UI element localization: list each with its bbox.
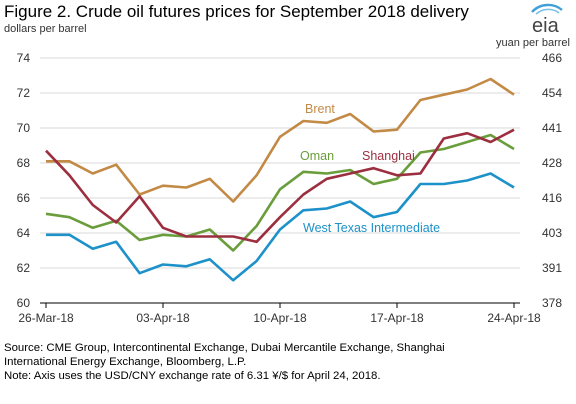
series-label: Brent	[305, 102, 335, 116]
x-tick-label: 17-Apr-18	[370, 311, 424, 325]
right-tick-label: 416	[542, 191, 562, 205]
right-tick-label: 466	[542, 51, 562, 65]
series-lines	[45, 77, 515, 282]
left-tick-label: 60	[17, 296, 31, 310]
left-tick-label: 62	[17, 261, 31, 275]
right-tick-label: 403	[542, 226, 562, 240]
right-axis-ticks: 378 391 403 416 428 441 454 466	[542, 51, 562, 310]
left-axis-unit: dollars per barrel	[4, 23, 87, 35]
x-tick-label: 24-Apr-18	[487, 311, 541, 325]
right-axis-unit: yuan per barrel	[496, 37, 570, 49]
right-tick-label: 391	[542, 261, 562, 275]
left-tick-label: 68	[17, 156, 31, 170]
left-tick-label: 70	[17, 121, 31, 135]
source-line-1: Source: CME Group, Intercontinental Exch…	[4, 342, 445, 354]
right-tick-label: 441	[542, 121, 562, 135]
x-tick-label: 26-Mar-18	[18, 311, 74, 325]
eia-logo-icon: eia	[531, 3, 563, 37]
left-axis-ticks: 60 62 64 66 68 70 72 74	[17, 51, 31, 310]
line-chart: 60 62 64 66 68 70 72 74 378 391 403 416 428 441 454 46…	[17, 51, 563, 325]
right-tick-label: 378	[542, 296, 562, 310]
right-tick-label: 428	[542, 156, 562, 170]
series-label: Oman	[300, 149, 334, 163]
footnotes: Source: CME Group, Intercontinental Exch…	[4, 341, 572, 383]
left-tick-label: 66	[17, 191, 31, 205]
series-labels: Brent Oman Shanghai West Texas Intermediate	[300, 102, 440, 235]
left-tick-label: 64	[17, 226, 31, 240]
x-tick-label: 03-Apr-18	[136, 311, 190, 325]
source-line-2: International Energy Exchange, Bloomberg…	[4, 356, 247, 368]
gridlines	[40, 57, 520, 269]
exchange-rate-note: Note: Axis uses the USD/CNY exchange rat…	[4, 370, 381, 382]
series-line-shanghai	[45, 128, 515, 244]
svg-text:eia: eia	[532, 15, 560, 36]
x-tick-label: 10-Apr-18	[253, 311, 307, 325]
series-line-west-texas-intermediate	[46, 172, 515, 282]
left-tick-label: 74	[17, 51, 31, 65]
right-tick-label: 454	[542, 86, 562, 100]
x-axis-ticks: 26-Mar-18 03-Apr-18 10-Apr-18 17-Apr-18 24-A…	[18, 303, 541, 325]
series-label: West Texas Intermediate	[303, 221, 440, 235]
series-label: Shanghai	[362, 149, 415, 163]
eia-logo: eia	[528, 2, 566, 41]
series-line-brent	[46, 77, 515, 203]
chart-title: Figure 2. Crude oil futures prices for S…	[4, 2, 469, 21]
left-tick-label: 72	[17, 86, 31, 100]
